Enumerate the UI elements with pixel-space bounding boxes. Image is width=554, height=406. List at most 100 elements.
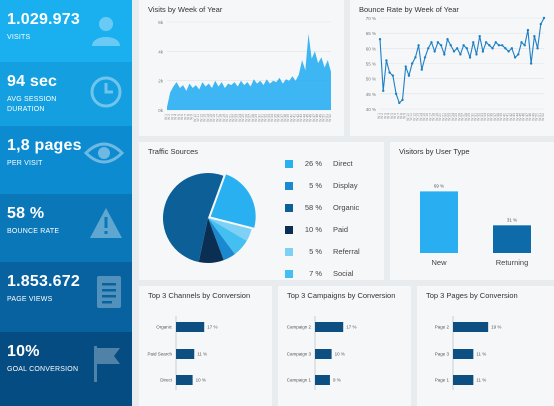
x-tick-label: W 5 <box>390 113 394 119</box>
bar-value-label: 11 % <box>197 352 207 357</box>
x-tick-label: W 5 <box>177 114 181 120</box>
x-tick-label: W 4 <box>387 113 391 119</box>
bounce-point <box>472 41 475 44</box>
kpi-label: PAGE VIEWS <box>7 296 53 303</box>
x-tick-label: W 41 <box>506 113 510 121</box>
bar-value-label: 19 % <box>491 325 501 330</box>
kpi-card-bounce-rate: 58 % BOUNCE RATE <box>0 194 132 262</box>
bar-category-label: Page 1 <box>435 378 450 383</box>
pages-chart: Page 2 19 % Page 3 11 % Page 1 11 % <box>435 316 501 390</box>
x-tick-label: W 21 <box>228 114 232 122</box>
x-tick-label: W 28 <box>251 114 255 122</box>
kpi-card-visits: 1.029.973 VISITS <box>0 0 132 62</box>
user-icon <box>88 12 124 53</box>
kpi-value: 1,8 pages <box>7 137 82 154</box>
x-tick-label: W 9 <box>190 114 194 120</box>
x-tick-label: W 15 <box>422 113 426 121</box>
bounce-point <box>452 50 456 53</box>
kpi-value: 10% <box>7 343 40 360</box>
bounce-point <box>433 50 436 53</box>
bounce-point <box>517 53 520 56</box>
x-tick-label: W 35 <box>273 114 277 122</box>
bounce-point <box>520 41 523 44</box>
bar-value-label: 69 % <box>434 183 444 188</box>
x-tick-label: W 30 <box>470 113 474 121</box>
kpi-card-goal-conversion: 10% GOAL CONVERSION <box>0 332 132 406</box>
hbar-page-3 <box>453 349 474 359</box>
x-tick-label: W 33 <box>267 114 271 122</box>
y-tick-label: 45 % <box>366 92 376 97</box>
pages-panel: Top 3 Pages by Conversion Page 2 19 % Page… <box>417 286 554 406</box>
x-tick-label: W 15 <box>209 114 213 122</box>
bar-value-label: 17 % <box>207 325 217 330</box>
traffic-panel: Traffic Sources <box>139 142 384 280</box>
channels-title: Top 3 Channels by Conversion <box>148 291 251 300</box>
x-tick-label: W 31 <box>260 114 264 122</box>
x-tick-label: W 13 <box>416 113 420 121</box>
legend-label: Direct <box>333 159 353 168</box>
bounce-point <box>513 56 517 59</box>
bounce-point <box>410 62 414 65</box>
bounce-line <box>379 17 545 104</box>
bounce-point <box>430 41 433 44</box>
x-tick-label: W 38 <box>496 113 500 121</box>
legend-swatch <box>285 248 293 256</box>
bounce-point <box>478 35 481 38</box>
x-tick-label: W 2 <box>380 113 384 119</box>
x-tick-label: W 25 <box>241 114 245 122</box>
bounce-point <box>494 41 497 44</box>
hbar-campaign-3 <box>315 349 332 359</box>
pie-slice-referral <box>208 218 252 241</box>
y-tick-label: 65 % <box>366 31 376 36</box>
user-type-chart: 69 % New 31 % Returning <box>420 183 531 267</box>
x-tick-label: W 42 <box>296 114 300 122</box>
bar-category-label: Campaign 3 <box>287 352 312 357</box>
x-tick-label: W 1 <box>164 114 168 120</box>
hbar-direct <box>176 375 193 385</box>
x-tick-label: W 34 <box>270 114 274 122</box>
bounce-point <box>436 41 440 44</box>
x-tick-label: W 8 <box>187 114 191 120</box>
x-tick-label: W 39 <box>286 114 290 122</box>
x-tick-label: W 36 <box>277 114 281 122</box>
pie-slice-display <box>208 218 235 261</box>
x-tick-label: W 22 <box>445 113 449 121</box>
bounce-point <box>462 44 465 47</box>
x-tick-label: W 20 <box>438 113 442 121</box>
x-tick-label: W 17 <box>428 113 432 121</box>
x-tick-label: W 50 <box>535 113 539 121</box>
bar-value-label: 31 % <box>507 217 517 222</box>
kpi-card-per-visit: 1,8 pages PER VISIT <box>0 126 132 194</box>
x-tick-label: W 32 <box>264 114 268 122</box>
bounce-point <box>542 16 546 20</box>
y-tick-label: 70 % <box>366 16 376 21</box>
legend-percent: 5 % <box>309 181 322 190</box>
eye-icon <box>83 138 125 173</box>
hbar-page-1 <box>453 375 474 385</box>
x-tick-label: W 26 <box>457 113 461 121</box>
bounce-point <box>382 89 385 93</box>
bar-value-label: 17 % <box>346 325 356 330</box>
campaigns-panel: Top 3 Campaigns by Conversion Campaign 2… <box>278 286 411 406</box>
hbar-paid-search <box>176 349 195 359</box>
kpi-label: VISITS <box>7 34 31 41</box>
bar-returning <box>493 225 531 253</box>
bounce-point <box>536 47 539 50</box>
x-tick-label: W 40 <box>289 114 293 122</box>
legend-swatch <box>285 182 293 190</box>
x-tick-label: W 9 <box>403 113 407 119</box>
x-tick-label: W 11 <box>409 113 413 121</box>
bar-category-label: Campaign 2 <box>287 325 312 330</box>
x-tick-label: W 45 <box>305 114 309 122</box>
bounce-point <box>391 74 395 77</box>
x-tick-label: W 39 <box>499 113 503 121</box>
bar-category-label: Paid Search <box>147 352 172 357</box>
x-tick-label: W 51 <box>325 114 329 122</box>
pages-title: Top 3 Pages by Conversion <box>426 291 518 300</box>
x-tick-label: W 3 <box>383 113 387 119</box>
campaigns-chart: Campaign 2 17 % Campaign 3 10 % Campaign 1 9 … <box>287 316 356 390</box>
y-tick-label: 50 % <box>366 77 376 82</box>
x-tick-label: W 48 <box>315 114 319 122</box>
bounce-point <box>388 71 391 74</box>
x-tick-label: W 30 <box>257 114 261 122</box>
